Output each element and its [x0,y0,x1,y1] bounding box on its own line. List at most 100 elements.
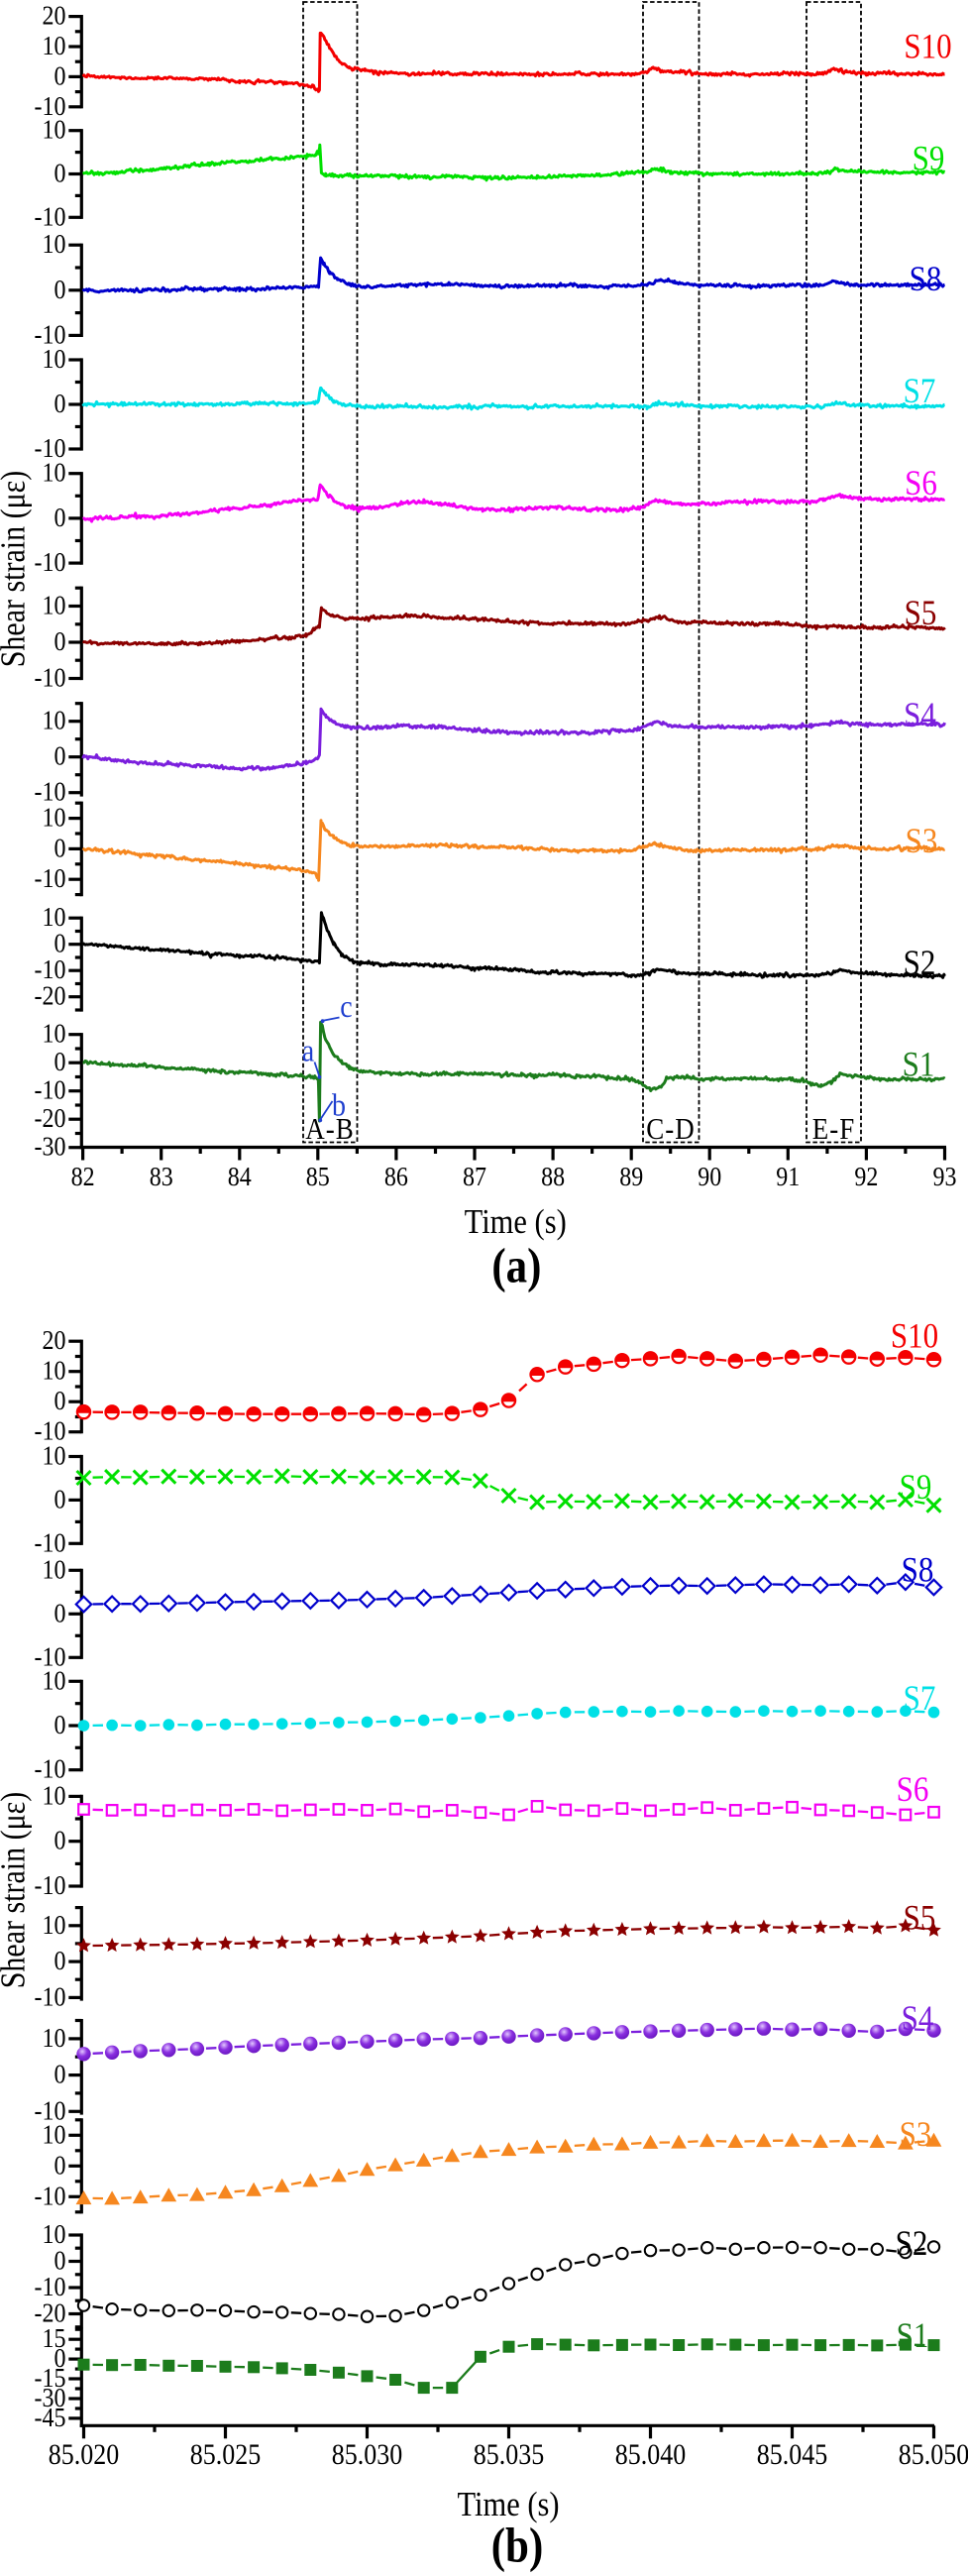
svg-text:86: 86 [384,1161,408,1191]
svg-text:-10: -10 [34,1981,65,2012]
svg-text:87: 87 [463,1161,486,1191]
svg-text:Shear strain (με): Shear strain (με) [0,1792,32,1989]
svg-text:S9: S9 [900,1468,932,1507]
svg-text:-30: -30 [34,1131,65,1162]
svg-text:S3: S3 [906,822,938,860]
svg-text:10: 10 [43,1355,66,1386]
svg-text:85.045: 85.045 [757,2438,827,2471]
svg-text:S3: S3 [900,2115,932,2154]
svg-text:-45: -45 [34,2402,65,2432]
svg-text:20: 20 [43,1325,66,1356]
svg-text:0: 0 [54,928,65,958]
svg-text:S10: S10 [904,28,951,66]
svg-text:Shear strain (με): Shear strain (με) [0,471,32,668]
svg-text:0: 0 [54,388,65,418]
svg-text:-15: -15 [34,2363,65,2394]
svg-text:S5: S5 [904,1899,936,1938]
svg-text:90: 90 [698,1161,721,1191]
svg-text:0: 0 [54,1946,65,1976]
svg-text:0: 0 [54,1825,65,1855]
svg-text:10: 10 [43,1018,66,1049]
svg-text:10: 10 [43,802,66,833]
svg-text:(b): (b) [491,2520,544,2573]
svg-text:-10: -10 [34,954,65,985]
svg-text:C-D: C-D [646,1112,695,1146]
svg-text:15: 15 [43,2323,66,2354]
svg-text:0: 0 [54,2059,65,2089]
svg-text:0: 0 [54,1598,65,1628]
svg-text:93: 93 [933,1161,957,1191]
svg-text:-20: -20 [34,980,65,1011]
svg-text:0: 0 [54,2343,65,2374]
svg-text:A-B: A-B [305,1112,354,1146]
svg-text:10: 10 [43,2218,66,2249]
svg-text:-10: -10 [34,1074,65,1105]
svg-text:10: 10 [43,343,66,374]
svg-text:-10: -10 [34,863,65,894]
svg-text:-10: -10 [34,2271,65,2301]
svg-text:-30: -30 [34,2382,65,2412]
svg-text:-20: -20 [34,1103,65,1134]
svg-text:0: 0 [54,60,65,91]
svg-text:10: 10 [43,2022,66,2053]
svg-text:S7: S7 [904,372,936,410]
svg-text:0: 0 [54,2245,65,2276]
svg-text:b: b [332,1087,346,1123]
svg-text:S1: S1 [897,2316,929,2355]
svg-text:-10: -10 [34,1753,65,1784]
svg-text:Time (s): Time (s) [465,1203,567,1241]
svg-text:85: 85 [306,1161,330,1191]
svg-text:-10: -10 [34,1527,65,1558]
svg-text:0: 0 [54,158,65,188]
svg-text:82: 82 [71,1161,95,1191]
svg-text:S8: S8 [910,260,942,298]
svg-text:S10: S10 [891,1317,938,1356]
svg-text:-10: -10 [34,1869,65,1900]
svg-text:S6: S6 [897,1770,929,1809]
svg-text:10: 10 [43,1554,66,1585]
svg-text:10: 10 [43,114,66,145]
svg-text:88: 88 [541,1161,565,1191]
svg-text:-10: -10 [34,2181,65,2211]
svg-text:c: c [340,988,352,1024]
svg-text:83: 83 [150,1161,173,1191]
svg-text:84: 84 [228,1161,252,1191]
svg-text:91: 91 [776,1161,800,1191]
svg-text:S4: S4 [902,1999,934,2038]
svg-text:0: 0 [54,740,65,771]
svg-text:S2: S2 [896,2224,928,2263]
svg-text:20: 20 [43,0,66,31]
svg-text:0: 0 [54,1047,65,1077]
svg-text:10: 10 [43,1440,66,1471]
svg-text:(a): (a) [491,1240,541,1293]
svg-text:-10: -10 [34,90,65,121]
svg-text:85.040: 85.040 [615,2438,686,2471]
svg-text:S4: S4 [904,696,936,734]
svg-text:-10: -10 [34,1415,65,1446]
svg-text:85.020: 85.020 [49,2438,119,2471]
svg-text:10: 10 [43,30,66,60]
svg-text:-10: -10 [34,776,65,807]
svg-text:10: 10 [43,705,66,735]
svg-text:-10: -10 [34,432,65,463]
svg-text:10: 10 [43,902,66,933]
svg-text:0: 0 [54,502,65,532]
svg-text:0: 0 [54,1484,65,1514]
svg-text:10: 10 [43,590,66,620]
svg-text:-10: -10 [34,547,65,578]
svg-text:-10: -10 [34,662,65,693]
svg-text:89: 89 [619,1161,643,1191]
svg-text:0: 0 [54,2150,65,2181]
svg-text:E-F: E-F [812,1112,855,1146]
svg-text:10: 10 [43,1909,66,1940]
svg-text:S2: S2 [904,944,936,982]
svg-text:0: 0 [54,1709,65,1739]
svg-text:-10: -10 [34,1641,65,1672]
svg-text:0: 0 [54,833,65,863]
svg-text:0: 0 [54,1386,65,1416]
svg-text:S6: S6 [905,464,937,503]
svg-text:a: a [302,1033,314,1068]
svg-text:-10: -10 [34,2095,65,2126]
svg-text:92: 92 [854,1161,878,1191]
svg-text:-10: -10 [34,319,65,350]
